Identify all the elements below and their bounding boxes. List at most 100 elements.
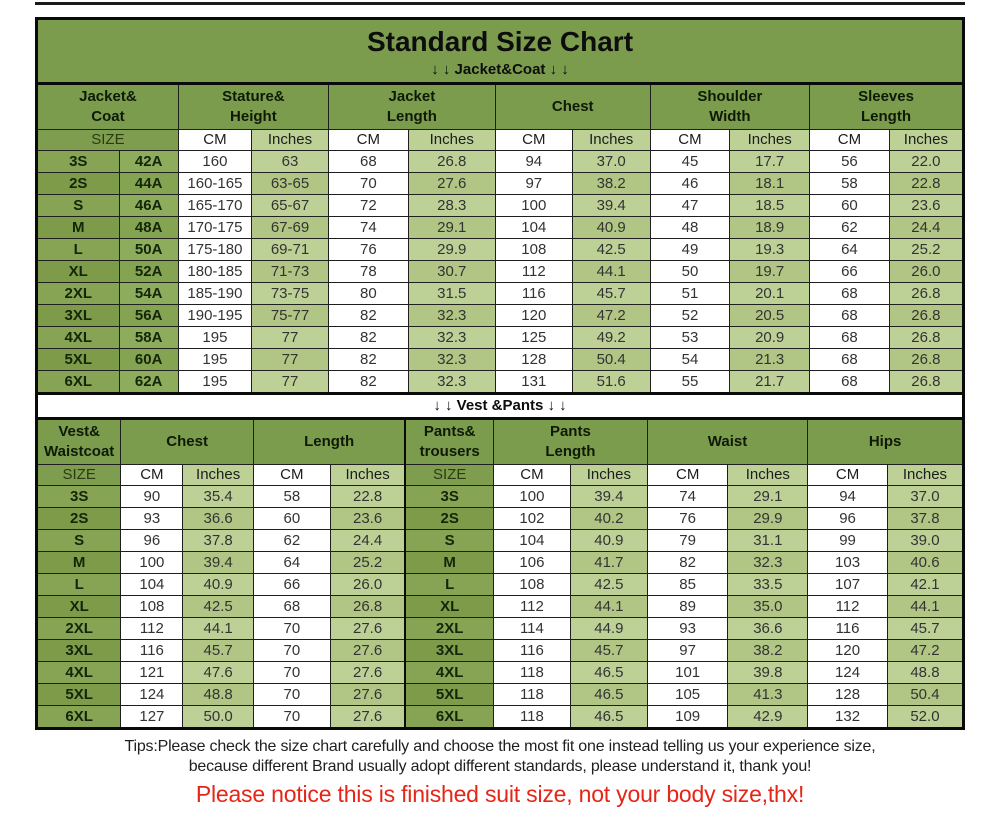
table-row: 3S 42A 160 63 68 26.8 94 37.0 45 17.7 56 22.0 [36, 150, 965, 173]
inches-value-cell: 44.1 [182, 617, 254, 640]
cm-value-cell: 68 [809, 370, 890, 394]
table-row: S 46A 165-170 65-67 72 28.3 100 39.4 47 18.5 60 23.… [36, 194, 965, 217]
cm-value-cell: 51 [649, 282, 731, 305]
table-row: 5XL 124 48.8 70 27.6 5XL 118 46.5 105 41.3 128 50.4 [35, 683, 965, 706]
inches-value-cell: 37.0 [886, 485, 965, 508]
inches-value-cell: 23.6 [888, 194, 965, 217]
cm-value-cell: 106 [492, 551, 571, 574]
cm-value-cell: 94 [494, 150, 573, 173]
cm-value-cell: 160-165 [177, 172, 253, 195]
cm-value-cell: 52 [649, 304, 731, 327]
cm-value-cell: 82 [327, 370, 409, 394]
size-cell: 2XL [35, 617, 122, 640]
size-cell: 2S [404, 507, 494, 530]
cm-value-cell: 118 [492, 661, 571, 684]
cm-value-cell: 108 [494, 238, 573, 261]
inches-value-cell: 46.5 [569, 661, 648, 684]
inches-value-cell: 26.0 [329, 573, 406, 596]
inches-value-cell: 36.6 [727, 617, 809, 640]
unit-header: Inches [407, 129, 496, 151]
size-cell: S [36, 194, 120, 217]
inches-value-cell: 45.7 [886, 617, 965, 640]
inches-value-cell: 27.6 [329, 661, 406, 684]
inches-value-cell: 50.4 [886, 683, 965, 706]
inches-value-cell: 24.4 [329, 529, 406, 552]
cm-value-cell: 132 [807, 705, 888, 729]
cm-value-cell: 70 [252, 705, 331, 729]
jacket-coat-section-label: ↓ ↓ Jacket&Coat ↓ ↓ [431, 61, 569, 78]
cm-value-cell: 89 [646, 595, 729, 618]
column-group-header: Stature& Height [177, 83, 329, 130]
size-cell: 44A [118, 172, 179, 195]
cm-value-cell: 68 [809, 348, 890, 371]
cm-value-cell: 82 [646, 551, 729, 574]
size-cell: S [35, 529, 122, 552]
inches-value-cell: 39.4 [182, 551, 254, 574]
size-cell: 48A [118, 216, 179, 239]
cm-value-cell: 70 [252, 683, 331, 706]
cm-value-cell: 68 [252, 595, 331, 618]
table-row: 4XL 58A 195 77 82 32.3 125 49.2 53 20.9 68 26.8 [36, 326, 965, 349]
inches-value-cell: 50.4 [571, 348, 651, 371]
column-group-header: Hips [807, 418, 964, 465]
size-cell: M [36, 216, 120, 239]
cm-value-cell: 68 [809, 282, 890, 305]
inches-value-cell: 37.8 [182, 529, 254, 552]
cm-value-cell: 108 [120, 595, 184, 618]
inches-value-cell: 18.9 [729, 216, 811, 239]
inches-value-cell: 45.7 [569, 639, 648, 662]
cm-value-cell: 112 [120, 617, 184, 640]
unit-header: Inches [569, 464, 648, 486]
size-cell: 3S [404, 485, 494, 508]
cm-value-cell: 93 [646, 617, 729, 640]
cm-value-cell: 100 [494, 194, 573, 217]
inches-value-cell: 27.6 [329, 639, 406, 662]
unit-header: CM [177, 129, 253, 151]
cm-value-cell: 165-170 [177, 194, 253, 217]
table-row: 5XL 60A 195 77 82 32.3 128 50.4 54 21.3 68 26.8 [36, 348, 965, 371]
cm-value-cell: 76 [327, 238, 409, 261]
cm-value-cell: 131 [494, 370, 573, 394]
inches-value-cell: 63-65 [251, 172, 329, 195]
top-divider-rule [35, 2, 965, 5]
size-cell: 6XL [36, 370, 120, 394]
table-row: 2S 44A 160-165 63-65 70 27.6 97 38.2 46 18.1 58 22.… [36, 172, 965, 195]
inches-value-cell: 39.0 [886, 529, 965, 552]
cm-value-cell: 68 [809, 304, 890, 327]
inches-value-cell: 30.7 [407, 260, 496, 283]
unit-header: CM [252, 464, 331, 486]
cm-value-cell: 102 [492, 507, 571, 530]
size-cell: XL [404, 595, 494, 618]
table-row: S 96 37.8 62 24.4 S 104 40.9 79 31.1 99 39.0 [35, 529, 965, 552]
cm-value-cell: 127 [120, 705, 184, 729]
unit-header: Inches [729, 129, 811, 151]
inches-value-cell: 37.0 [571, 150, 651, 173]
inches-value-cell: 31.1 [727, 529, 809, 552]
size-cell: 52A [118, 260, 179, 283]
size-cell: 2S [36, 172, 120, 195]
cm-value-cell: 124 [807, 661, 888, 684]
inches-value-cell: 41.3 [727, 683, 809, 706]
inches-value-cell: 45.7 [182, 639, 254, 662]
column-group-header: Jacket Length [327, 83, 496, 130]
cm-value-cell: 70 [252, 639, 331, 662]
table-row: 3XL 116 45.7 70 27.6 3XL 116 45.7 97 38.2 120 47.2 [35, 639, 965, 662]
cm-value-cell: 72 [327, 194, 409, 217]
inches-value-cell: 40.9 [571, 216, 651, 239]
size-cell: XL [36, 260, 120, 283]
inches-value-cell: 42.5 [571, 238, 651, 261]
cm-value-cell: 80 [327, 282, 409, 305]
cm-value-cell: 60 [252, 507, 331, 530]
inches-value-cell: 48.8 [886, 661, 965, 684]
size-cell: M [35, 551, 122, 574]
size-cell: 5XL [35, 683, 122, 706]
column-group-header: Vest& Waistcoat [35, 418, 122, 465]
cm-value-cell: 112 [494, 260, 573, 283]
cm-value-cell: 160 [177, 150, 253, 173]
inches-value-cell: 41.7 [569, 551, 648, 574]
size-cell: 2S [35, 507, 122, 530]
table-row: 2XL 112 44.1 70 27.6 2XL 114 44.9 93 36.6 116 45.7 [35, 617, 965, 640]
column-group-header: Shoulder Width [649, 83, 811, 130]
inches-value-cell: 27.6 [329, 705, 406, 729]
inches-value-cell: 36.6 [182, 507, 254, 530]
